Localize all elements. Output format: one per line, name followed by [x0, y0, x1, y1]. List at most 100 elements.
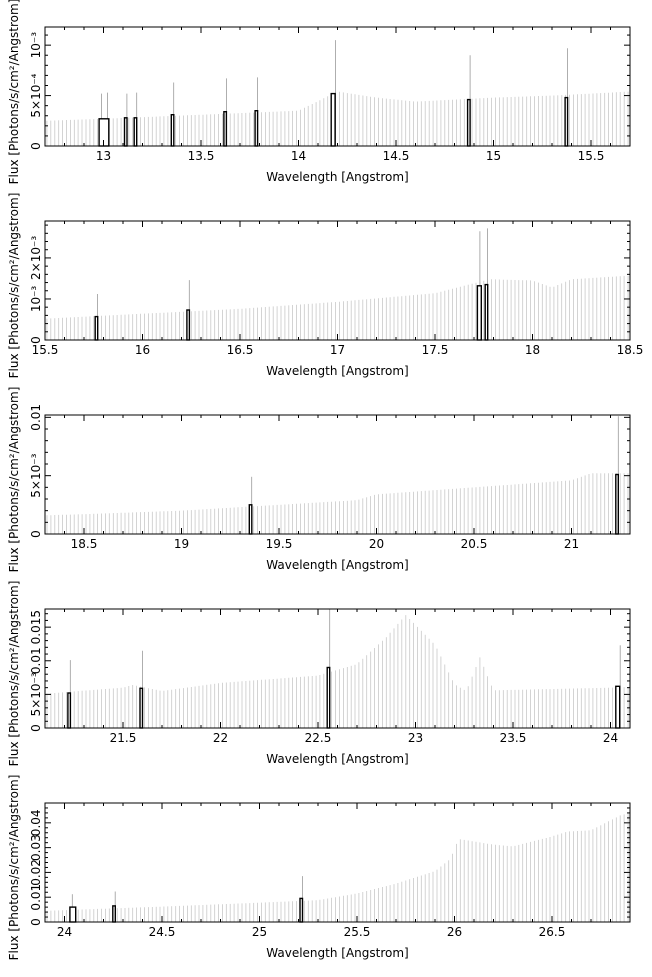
- continuum-bars: [46, 615, 629, 728]
- y-tick-label: 10⁻³: [29, 286, 43, 313]
- y-tick-label: 5×10⁻⁴: [29, 73, 43, 117]
- x-tick-label: 15.5: [578, 149, 605, 163]
- continuum-bars: [46, 275, 629, 340]
- marked-bins: [69, 897, 304, 923]
- x-tick-label: 18.5: [617, 343, 644, 357]
- x-tick-label: 16: [135, 343, 150, 357]
- x-tick-label: 15.5: [32, 343, 59, 357]
- x-axis-label: Wavelength [Angstrom]: [266, 364, 408, 378]
- marked-bin: [476, 285, 482, 341]
- y-tick-label: 0: [29, 530, 43, 538]
- marked-bin: [564, 96, 569, 147]
- marked-bin: [69, 906, 77, 923]
- y-tick-label: 0.03: [29, 834, 43, 861]
- y-axis-label: Flux [Photons/s/cm²/Angstrom]: [7, 387, 21, 573]
- spectrum-panel-3: 18.5 19 19.5 20 20.5 21 0 5×10⁻³ 0.01 Wavelength …: [7, 387, 631, 573]
- x-axis-label: Wavelength [Angstrom]: [266, 170, 408, 184]
- x-tick-label: 18.5: [71, 537, 98, 551]
- continuum-bars: [46, 473, 629, 534]
- marked-bin: [112, 905, 117, 923]
- spectrum-panel-1: 13 13.5 14 14.5 15 15.5 0 5×10⁻⁴ 10⁻³ Wavelength …: [7, 0, 631, 184]
- marked-bins: [98, 92, 569, 147]
- marked-bin: [133, 117, 138, 147]
- y-ticks: [45, 802, 630, 923]
- y-axis-label: Flux [Photons/s/cm²/Angstrom]: [7, 0, 21, 184]
- x-tick-label: 20.5: [461, 537, 488, 551]
- x-tick-label: 14.5: [383, 149, 410, 163]
- marked-bin: [186, 309, 191, 341]
- y-tick-label: 0: [29, 918, 43, 926]
- x-ticks: [44, 221, 631, 340]
- spectrum-panel-2: 15.5 16 16.5 17 17.5 18 18.5 0 10⁻³ 2×10⁻³ Wavelen…: [7, 193, 643, 379]
- y-tick-label: 0.015: [29, 610, 43, 644]
- x-tick-label: 14: [291, 149, 306, 163]
- spectrum-panel-4: 21.5 22 22.5 23 23.5 24 0 5×10⁻³0.01 0.015 Wavele…: [7, 581, 631, 767]
- y-ticks: [45, 224, 630, 341]
- x-tick-label: 26: [447, 925, 462, 939]
- x-tick-label: 25: [252, 925, 267, 939]
- x-tick-label: 18: [525, 343, 540, 357]
- y-tick-label: 0.01: [29, 404, 43, 431]
- y-tick-label: 0.01: [29, 647, 43, 674]
- x-tick-label: 13.5: [188, 149, 215, 163]
- marked-bin: [484, 283, 489, 341]
- y-tick-label: 0: [29, 336, 43, 344]
- marked-bin: [170, 113, 175, 147]
- x-tick-label: 19.5: [266, 537, 293, 551]
- marked-bin: [123, 117, 128, 147]
- x-tick-label: 13: [96, 149, 111, 163]
- marked-bin: [223, 110, 228, 147]
- x-tick-label: 22.5: [305, 731, 332, 745]
- x-tick-label: 17: [330, 343, 345, 357]
- marked-bin: [326, 666, 331, 729]
- x-tick-label: 23.5: [500, 731, 527, 745]
- y-tick-label: 2×10⁻³: [29, 236, 43, 280]
- y-tick-label: 0: [29, 724, 43, 732]
- emission-lines: [251, 416, 619, 534]
- x-ticks: [44, 803, 631, 922]
- y-ticks: [45, 34, 630, 147]
- marked-bin: [254, 109, 259, 147]
- marked-bin: [139, 687, 144, 729]
- marked-bin: [615, 685, 621, 729]
- marked-bin: [94, 315, 99, 341]
- x-tick-label: 17.5: [422, 343, 449, 357]
- marked-bin: [299, 897, 304, 923]
- marked-bin: [615, 473, 619, 535]
- x-axis-label: Wavelength [Angstrom]: [266, 558, 408, 572]
- x-tick-label: 16.5: [227, 343, 254, 357]
- marked-bin: [330, 92, 336, 147]
- x-tick-label: 22: [213, 731, 228, 745]
- y-tick-label: 0.02: [29, 859, 43, 886]
- x-tick-label: 15: [486, 149, 501, 163]
- emission-lines: [69, 609, 621, 728]
- y-tick-label: 5×10⁻³: [29, 672, 43, 716]
- continuum-bars: [46, 813, 629, 922]
- x-axis-label: Wavelength [Angstrom]: [266, 752, 408, 766]
- marked-bin: [466, 98, 471, 147]
- x-tick-label: 21: [564, 537, 579, 551]
- x-tick-label: 25.5: [344, 925, 371, 939]
- x-tick-label: 24: [603, 731, 618, 745]
- x-tick-label: 21.5: [110, 731, 137, 745]
- y-tick-label: 0.04: [29, 809, 43, 836]
- y-ticks: [45, 613, 630, 729]
- x-tick-label: 19: [174, 537, 189, 551]
- x-tick-label: 24: [57, 925, 72, 939]
- y-ticks: [45, 416, 630, 535]
- y-axis-label: Flux [Photons/s/cm²/Angstrom]: [7, 775, 21, 961]
- x-tick-label: 23: [408, 731, 423, 745]
- y-tick-label: 0.01: [29, 884, 43, 911]
- y-tick-label: 0: [29, 142, 43, 150]
- y-tick-label: 5×10⁻³: [29, 453, 43, 497]
- x-tick-label: 24.5: [149, 925, 176, 939]
- y-axis-label: Flux [Photons/s/cm²/Angstrom]: [7, 193, 21, 379]
- marked-bin: [248, 504, 253, 535]
- y-axis-label: Flux [Photons/s/cm²/Angstrom]: [7, 581, 21, 767]
- x-tick-label: 20: [369, 537, 384, 551]
- spectrum-panel-5: 24 24.5 25 25.5 26 26.5 0 0.010.020.030.04 Wavel…: [7, 775, 631, 961]
- x-ticks: [44, 27, 631, 146]
- x-ticks: [44, 609, 631, 728]
